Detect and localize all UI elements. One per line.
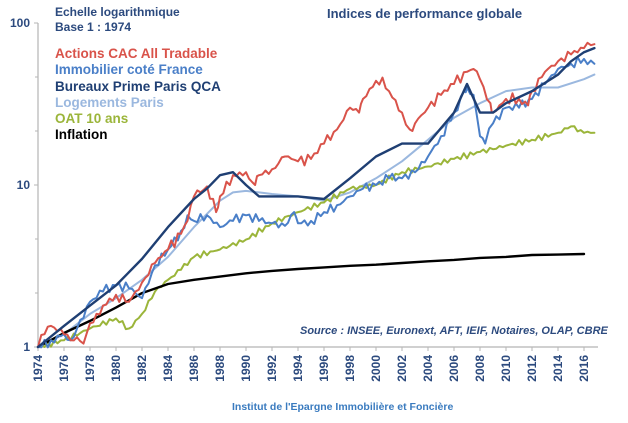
x-tick-label: 2002: [395, 355, 409, 382]
x-tick-label: 1984: [161, 355, 175, 382]
x-tick-label: 1996: [317, 355, 331, 382]
x-tick-label: 1978: [83, 355, 97, 382]
series-line-bureaux-prime-paris-qca: [36, 46, 596, 349]
legend-item-immobilier-cote: Immobilier coté France: [55, 62, 203, 78]
axes: 1 10 100 1974 1976 1978 1980 1982 1984 1986 1988 19…: [10, 16, 598, 382]
x-tick-label: 1992: [265, 355, 279, 382]
log-scale-note: Echelle logarithmique Base 1 : 1974: [55, 5, 180, 35]
x-tick-label: 2016: [577, 355, 591, 382]
series-layer: [36, 41, 596, 349]
legend-item-inflation: Inflation: [55, 127, 108, 143]
legend-item-oat: OAT 10 ans: [55, 111, 129, 127]
y-tick-label: 100: [10, 16, 30, 30]
x-tick-label: 2000: [369, 355, 383, 382]
series-line-immobilier-cot-france: [37, 56, 596, 349]
note-log-scale: Echelle logarithmique: [55, 5, 180, 19]
x-tick-label: 1994: [291, 355, 305, 382]
footer-institution: Institut de l'Epargne Immobilière et Fon…: [232, 401, 454, 413]
legend-item-logements: Logements Paris: [55, 94, 164, 110]
note-base: Base 1 : 1974: [55, 20, 132, 34]
chart-title: Indices de performance globale: [327, 6, 523, 21]
series-line-actions-cac-all-tradable: [37, 41, 596, 348]
legend: Actions CAC All Tradable Immobilier coté…: [55, 46, 221, 144]
x-tick-label: 2010: [499, 355, 513, 382]
x-tick-label: 2012: [525, 355, 539, 382]
x-tick-label: 1988: [213, 355, 227, 382]
x-tick-label: 2008: [473, 355, 487, 382]
x-tick-label: 1986: [187, 355, 201, 382]
x-tick-label: 1976: [57, 355, 71, 382]
x-tick-label: 1974: [31, 355, 45, 382]
x-tick-label: 1998: [343, 355, 357, 382]
series-line-oat-10-ans: [37, 125, 596, 348]
x-tick-label: 1980: [109, 355, 123, 382]
x-tick-label: 2004: [421, 355, 435, 382]
x-tick-label: 1982: [135, 355, 149, 382]
legend-item-actions: Actions CAC All Tradable: [55, 46, 218, 61]
legend-item-bureaux: Bureaux Prime Paris QCA: [55, 78, 221, 94]
source-note: Source : INSEE, Euronext, AFT, IEIF, Not…: [300, 325, 608, 337]
y-tick-label: 1: [23, 340, 30, 354]
x-tick-label: 1990: [239, 355, 253, 382]
y-tick-label: 10: [17, 178, 31, 192]
x-tick-label: 2014: [551, 355, 565, 382]
x-tick-label: 2006: [447, 355, 461, 382]
